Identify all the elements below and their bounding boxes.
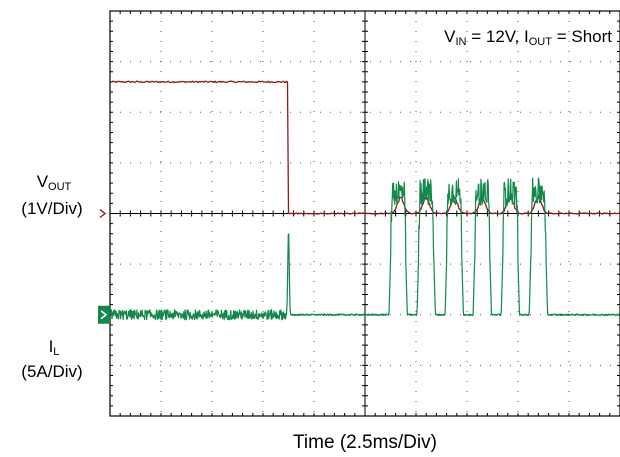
ch1-ground-marker <box>99 208 107 219</box>
ch1-name-label: VOUT <box>37 172 72 193</box>
center-axis-ticks <box>110 11 620 416</box>
ch2-ground-marker <box>98 305 110 324</box>
ch2-scale-label: (5A/Div) <box>21 362 82 381</box>
ch2-marker-box <box>98 305 110 324</box>
il-trace <box>109 177 620 321</box>
ch1-scale-label: (1V/Div) <box>21 199 82 218</box>
vout-trace <box>109 80 620 215</box>
ch2-name-label: IL <box>49 337 60 358</box>
conditions-annotation: VIN = 12V, IOUT = Short <box>444 27 612 48</box>
ch2-marker-arrow <box>100 310 108 320</box>
x-axis-label: Time (2.5ms/Div) <box>293 432 437 453</box>
